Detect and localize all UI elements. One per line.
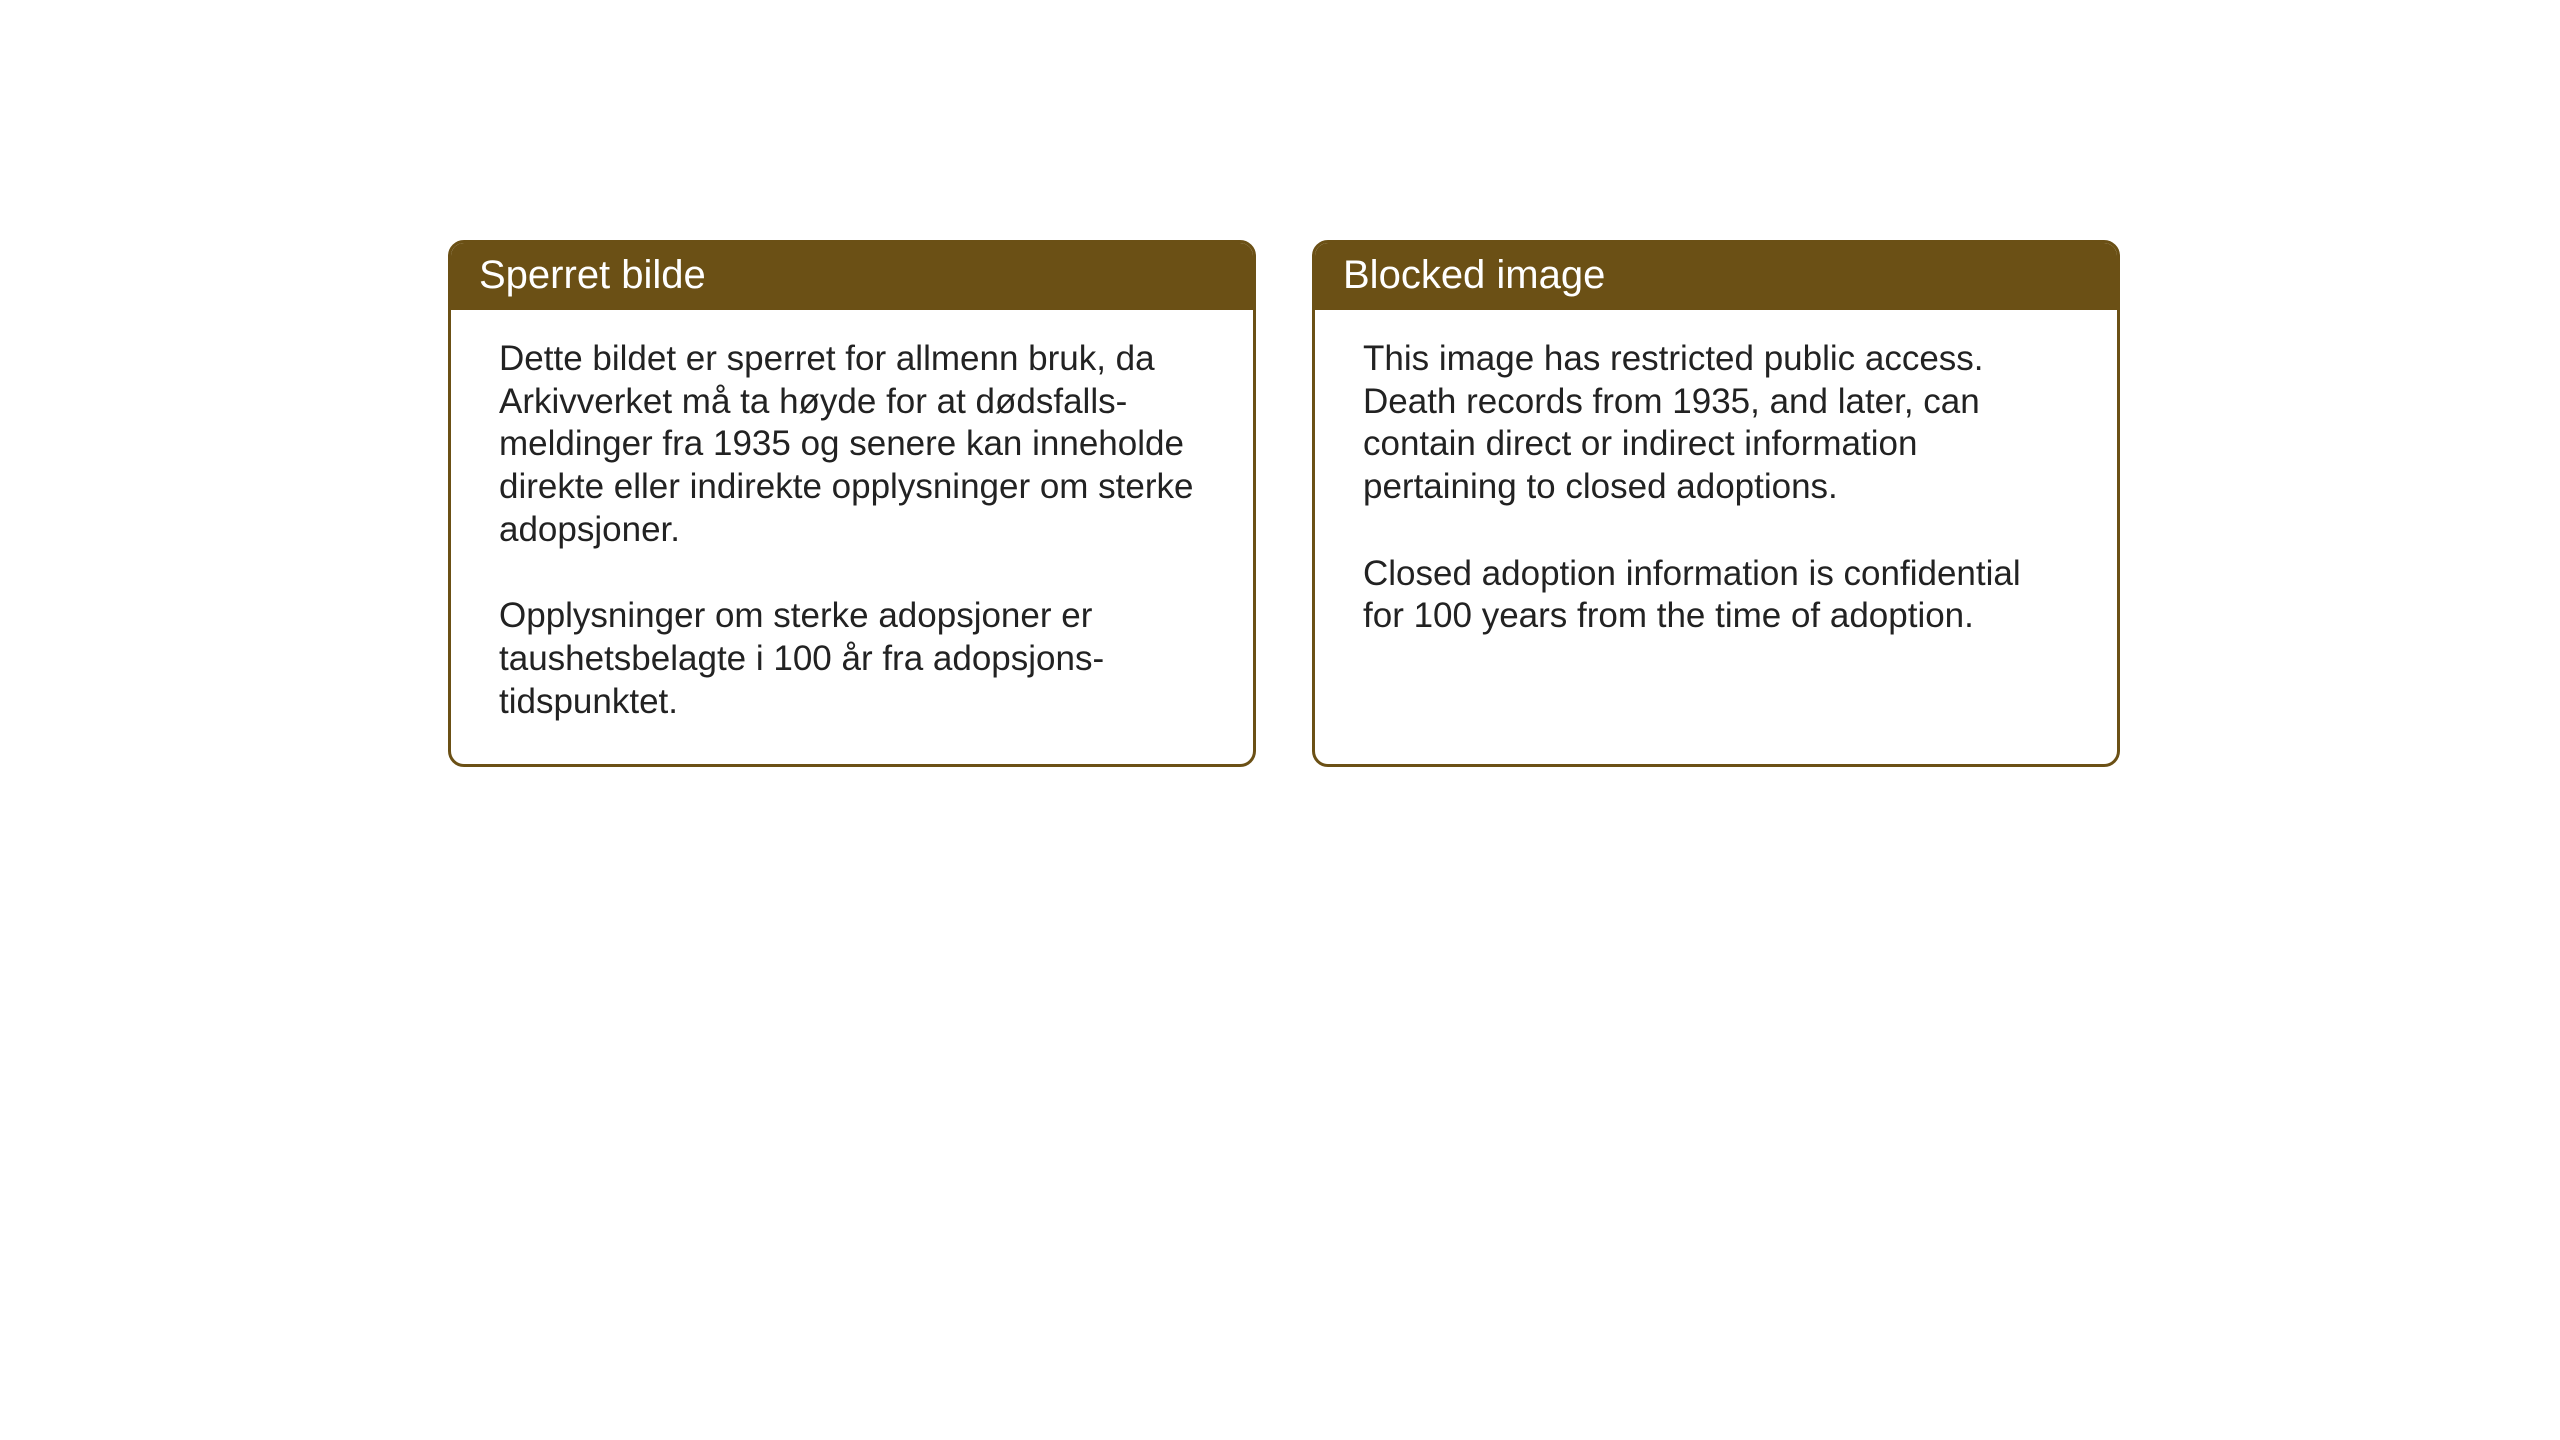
norwegian-paragraph-2: Opplysninger om sterke adopsjoner er tau… <box>499 595 1205 723</box>
english-paragraph-1: This image has restricted public access.… <box>1363 338 2069 509</box>
english-notice-card: Blocked image This image has restricted … <box>1312 240 2120 767</box>
norwegian-notice-card: Sperret bilde Dette bildet er sperret fo… <box>448 240 1256 767</box>
norwegian-card-body: Dette bildet er sperret for allmenn bruk… <box>451 310 1253 764</box>
english-card-body: This image has restricted public access.… <box>1315 310 2117 678</box>
english-paragraph-2: Closed adoption information is confident… <box>1363 553 2069 638</box>
norwegian-paragraph-1: Dette bildet er sperret for allmenn bruk… <box>499 338 1205 551</box>
english-card-title: Blocked image <box>1315 243 2117 310</box>
notice-cards-container: Sperret bilde Dette bildet er sperret fo… <box>448 240 2120 767</box>
norwegian-card-title: Sperret bilde <box>451 243 1253 310</box>
